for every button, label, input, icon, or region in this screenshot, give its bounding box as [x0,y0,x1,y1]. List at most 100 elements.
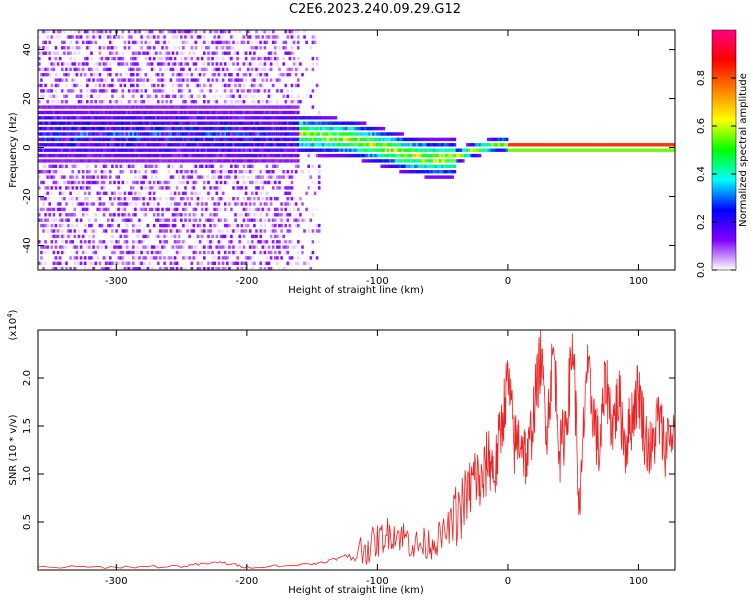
heatmap-cell [570,148,574,152]
heatmap-cell [109,126,112,131]
heatmap-cell [223,132,227,136]
heatmap-cell [338,126,342,131]
heatmap-cell [259,35,262,39]
heatmap-cell [213,175,216,179]
heatmap-cell [125,223,129,228]
heatmap-cell [115,110,118,115]
heatmap-cell [372,148,375,152]
heatmap-cell [263,40,267,45]
heatmap-cell [100,153,104,158]
heatmap-cell [309,137,313,142]
heatmap-cell [71,83,74,88]
heatmap-cell [230,137,233,142]
heatmap-cell [134,105,137,109]
heatmap-cell [94,170,97,174]
heatmap-cell [194,78,198,82]
heatmap-cell [165,132,168,136]
heatmap-cell [79,94,83,98]
heatmap-cell [61,51,64,55]
heatmap-cell [157,116,160,120]
heatmap-cell [284,30,287,34]
heatmap-cell [232,180,235,185]
heatmap-cell [257,67,260,72]
heatmap-cell [157,40,160,45]
heatmap-cell [111,56,114,61]
heatmap-cell [140,46,143,50]
heatmap-cell [236,229,239,233]
heatmap-cell [470,148,473,152]
heatmap-cell [88,40,91,45]
heatmap-cell [284,175,287,179]
heatmap-cell [163,245,166,249]
heatmap-cell [276,207,279,212]
heatmap-cell [52,62,56,66]
heatmap-cell [46,197,49,201]
heatmap-cell [152,132,156,136]
heatmap-cell [163,218,166,222]
heatmap-cell [211,261,214,265]
heatmap-cell [221,126,225,131]
heatmap-cell [117,78,120,82]
heatmap-cell [81,110,85,115]
heatmap-cell [58,137,62,142]
heatmap-cell [79,62,83,66]
heatmap-cell [297,132,300,136]
heatmap-cell [94,105,97,109]
heatmap-cell [42,94,45,98]
heatmap-cell [271,245,275,249]
heatmap-cell [246,153,250,158]
heatmap-cell [320,153,323,158]
heatmap-cell [83,148,87,152]
heatmap-cell [248,73,252,77]
heatmap-cell [71,223,74,228]
heatmap-cell [152,213,156,217]
heatmap-cell [92,116,95,120]
heatmap-cell [251,143,254,147]
heatmap-cell [38,137,41,142]
heatmap-cell [163,67,166,72]
heatmap-cell [434,143,438,147]
heatmap-cell [115,89,118,93]
heatmap-cell [155,137,158,142]
heatmap-cell [173,56,177,61]
heatmap-cell [236,164,239,168]
heatmap-cell [299,121,302,125]
heatmap-cell [100,126,104,131]
heatmap-cell [568,143,572,147]
colorbar-gradient [711,29,737,271]
heatmap-cell [65,78,68,82]
heatmap-cell [54,180,58,185]
heatmap-cell [165,197,168,201]
heatmap-cell [155,94,158,98]
heatmap-cell [267,207,271,212]
heatmap-cell [136,240,139,244]
heatmap-cell [219,234,223,239]
heatmap-cell [246,132,250,136]
heatmap-cell [123,218,127,222]
heatmap-cell [148,191,152,195]
heatmap-cell [69,105,72,109]
heatmap-cell [77,153,81,158]
heatmap-cell [188,245,191,249]
heatmap-cell [194,207,198,212]
heatmap-cell [382,137,386,142]
heatmap-cell [416,148,419,152]
heatmap-cell [307,67,310,72]
heatmap-cell [106,207,110,212]
heatmap-cell [317,137,321,142]
heatmap-cell [236,73,239,77]
heatmap-cell [265,207,269,212]
heatmap-cell [115,261,118,265]
heatmap-cell [81,40,85,45]
heatmap-cell [186,180,189,185]
heatmap-cell [261,67,265,72]
heatmap-cell [253,143,256,147]
heatmap-cell [90,180,93,185]
heatmap-cell [173,132,177,136]
heatmap-cell [209,137,212,142]
heatmap-cell [255,191,258,195]
heatmap-cell [445,159,448,163]
heatmap-cell [643,143,647,147]
heatmap-cell [257,62,260,66]
heatmap-cell [269,250,273,255]
